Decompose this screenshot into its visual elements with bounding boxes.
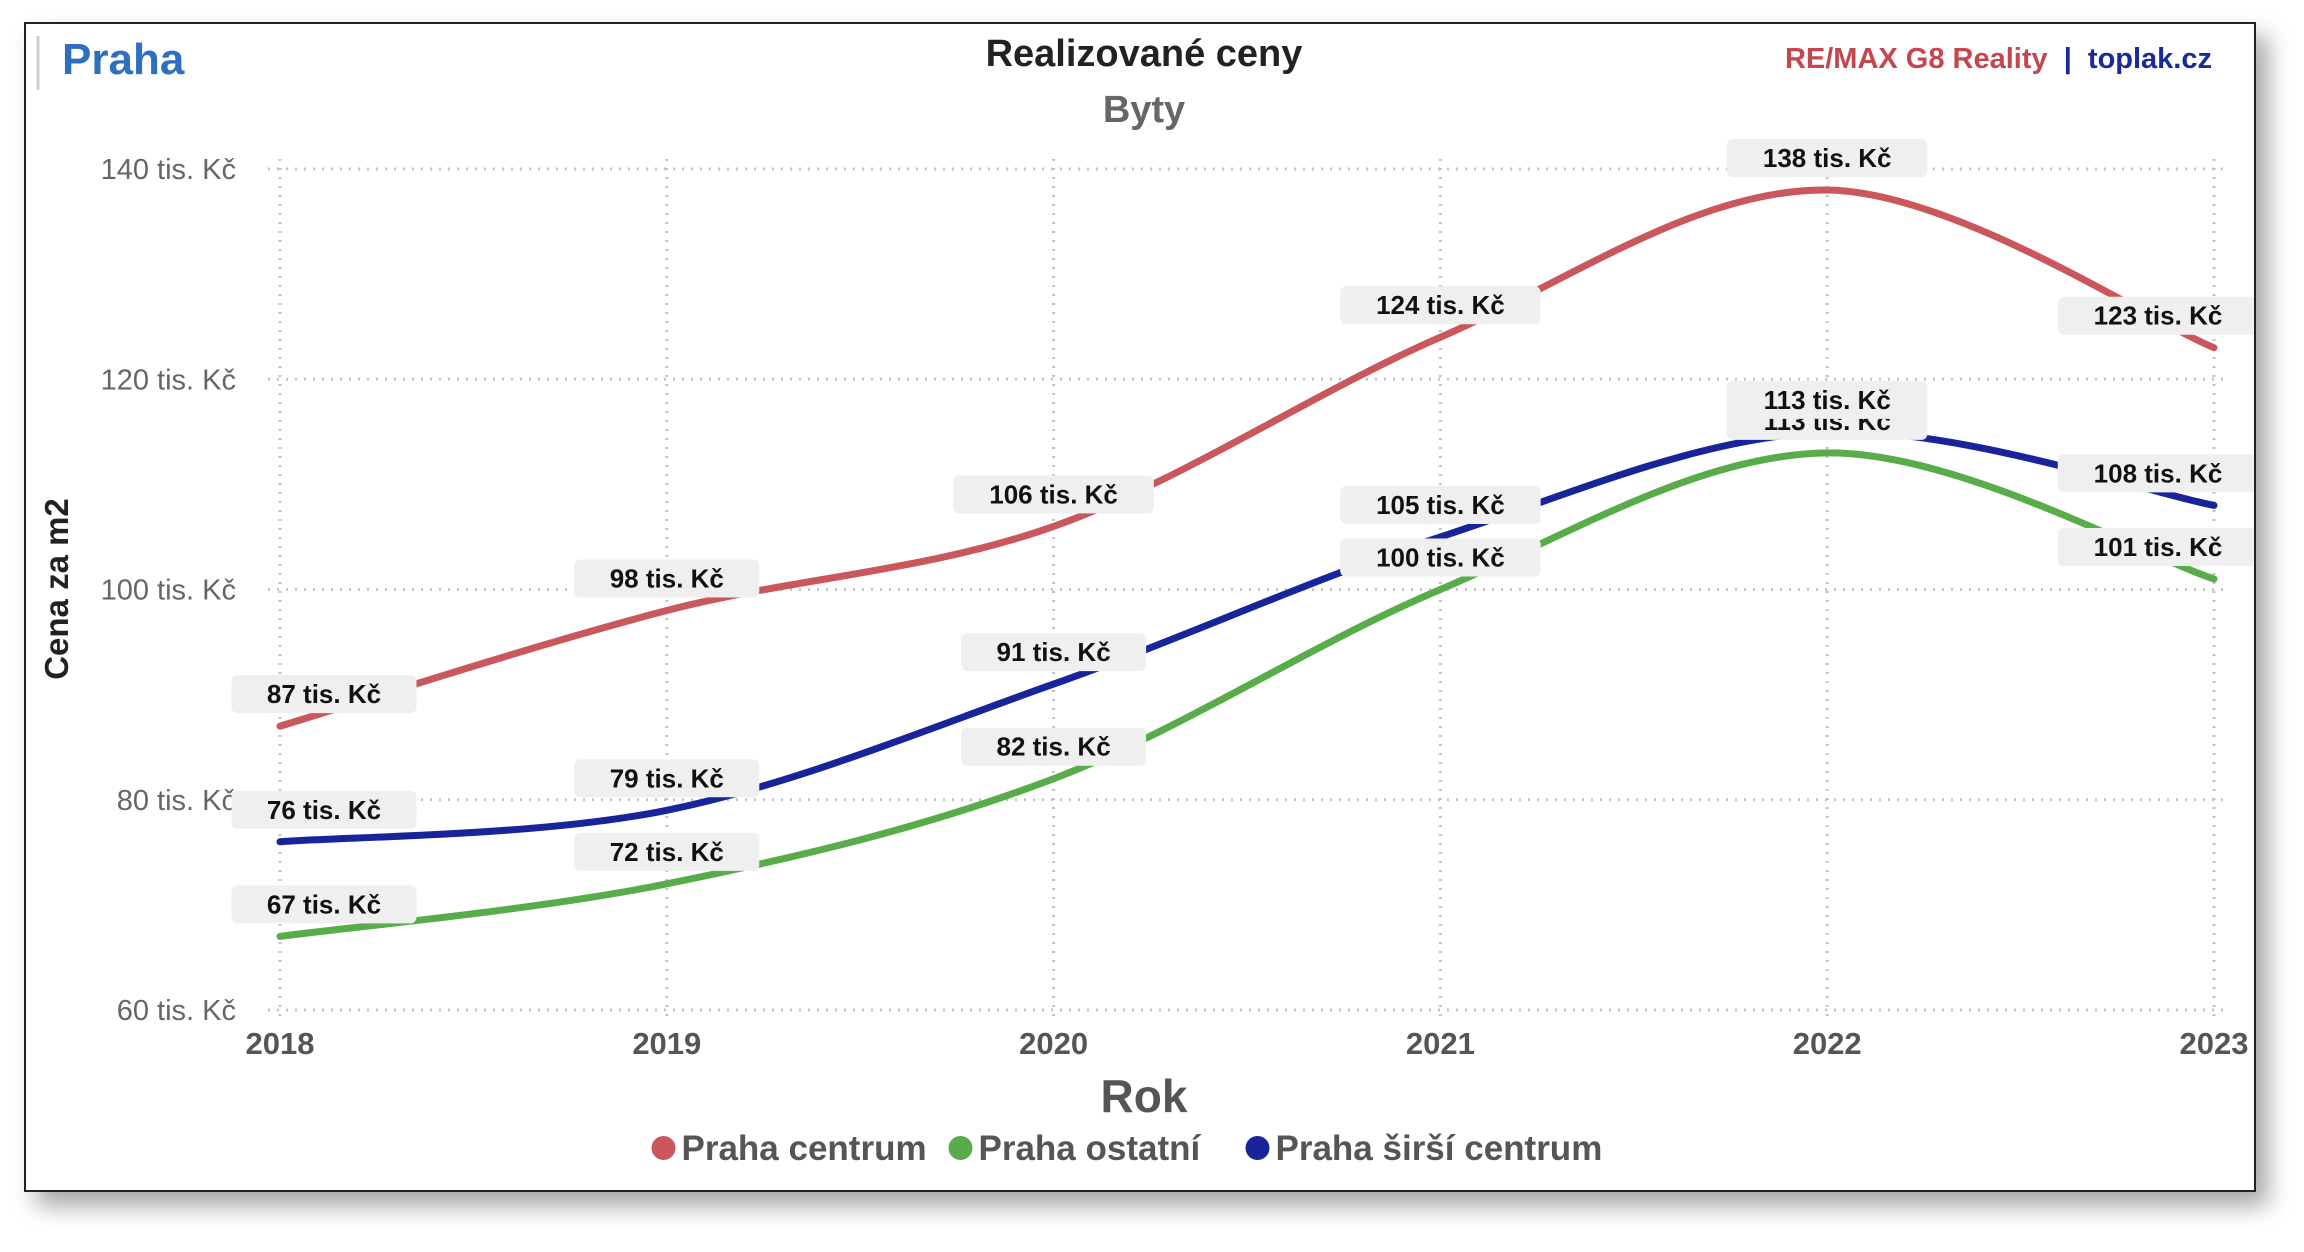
- data-label-text: 87 tis. Kč: [267, 679, 381, 709]
- data-label-text: 113 tis. Kč: [1764, 385, 1891, 415]
- data-label-centrum-2018: 87 tis. Kč: [231, 675, 417, 714]
- location-title: Praha: [62, 35, 185, 84]
- data-label-ostatni-2018: 67 tis. Kč: [231, 885, 417, 924]
- y-axis-ticks: 60 tis. Kč 80 tis. Kč 100 tis. Kč 120 tis. …: [101, 154, 236, 1027]
- chart-title: Realizované ceny: [986, 33, 1303, 75]
- y-tick-label: 120 tis. Kč: [101, 364, 236, 396]
- data-label-text: 67 tis. Kč: [267, 889, 381, 919]
- data-label-bg: [574, 832, 760, 871]
- x-axis-title: Rok: [1101, 1070, 1188, 1122]
- data-label-text: 123 tis. Kč: [2094, 301, 2223, 331]
- data-label-centrum-2020: 106 tis. Kč: [953, 475, 1154, 514]
- data-label-bg: [1340, 538, 1541, 577]
- data-label-bg: [961, 633, 1147, 672]
- data-label-text: 124 tis. Kč: [1376, 290, 1505, 320]
- data-label-text: 106 tis. Kč: [989, 479, 1118, 509]
- data-label-bg: [231, 790, 417, 829]
- brand-remax: RE/MAX G8 Reality: [1785, 43, 2048, 75]
- data-label-bg: [231, 675, 417, 714]
- data-label-bg: [1340, 286, 1541, 325]
- brand-site: toplak.cz: [2088, 43, 2212, 75]
- legend-label: Praha centrum: [682, 1129, 927, 1168]
- line-chart: Praha Realizované ceny Byty RE/MAX G8 Re…: [36, 33, 2254, 1168]
- data-label-text: 79 tis. Kč: [610, 763, 724, 793]
- data-label-text: 76 tis. Kč: [267, 795, 381, 825]
- y-axis-title: Cena za m2: [38, 498, 75, 680]
- x-tick-label: 2018: [246, 1026, 315, 1061]
- legend-item-sirsi-centrum[interactable]: Praha širší centrum: [1245, 1129, 1603, 1168]
- grid: [268, 159, 2226, 1020]
- data-label-sirsi-centrum-2021: 105 tis. Kč: [1340, 485, 1541, 524]
- x-tick-label: 2020: [1019, 1026, 1088, 1061]
- chart-frame: Praha Realizované ceny Byty RE/MAX G8 Re…: [24, 22, 2256, 1192]
- data-label-bg: [1340, 485, 1541, 524]
- legend-label: Praha širší centrum: [1276, 1129, 1603, 1168]
- data-label-bg: [953, 475, 1154, 514]
- data-label-bg: [231, 885, 417, 924]
- legend: Praha centrum Praha ostatní Praha širší ce…: [651, 1129, 1603, 1168]
- series-line-ostatni: [276, 449, 2218, 940]
- data-label-ostatni-2020: 82 tis. Kč: [961, 727, 1147, 766]
- data-label-text: 100 tis. Kč: [1376, 543, 1505, 573]
- series-line-centrum: [276, 186, 2218, 730]
- data-label-sirsi-centrum-2020: 91 tis. Kč: [961, 633, 1147, 672]
- data-label-text: 98 tis. Kč: [610, 564, 724, 594]
- data-label-centrum-2023: 123 tis. Kč: [2057, 296, 2254, 335]
- legend-label: Praha ostatní: [979, 1129, 1202, 1168]
- x-tick-label: 2023: [2180, 1026, 2249, 1061]
- data-label-text: 108 tis. Kč: [2094, 458, 2223, 488]
- data-label-text: 82 tis. Kč: [997, 732, 1111, 762]
- data-label-text: 101 tis. Kč: [2094, 532, 2223, 562]
- data-label-bg: [961, 727, 1147, 766]
- legend-marker: [651, 1136, 676, 1160]
- legend-marker: [948, 1136, 973, 1160]
- data-label-sirsi-centrum-2023: 108 tis. Kč: [2057, 454, 2254, 493]
- brand-separator: |: [2064, 43, 2072, 75]
- data-labels: 87 tis. Kč 98 tis. Kč 106 tis. Kč 124 tis. …: [231, 139, 2254, 924]
- series-lines: [276, 186, 2218, 940]
- data-label-sirsi-centrum-2019: 79 tis. Kč: [574, 759, 760, 798]
- data-label-text: 105 tis. Kč: [1376, 490, 1505, 520]
- brand-credit: RE/MAX G8 Reality | toplak.cz: [1785, 43, 2212, 75]
- x-axis-ticks: 2018 2019 2020 2021 2022 2023: [246, 1026, 2249, 1061]
- data-label-text: 91 tis. Kč: [997, 637, 1111, 667]
- legend-marker: [1245, 1136, 1270, 1160]
- data-label-bg: [574, 759, 760, 798]
- legend-item-centrum[interactable]: Praha centrum: [651, 1129, 927, 1168]
- x-tick-label: 2022: [1793, 1026, 1862, 1061]
- y-tick-label: 140 tis. Kč: [101, 154, 236, 186]
- data-label-bg: [574, 559, 760, 598]
- data-label-bg: [1726, 380, 1928, 419]
- data-label-bg: [2057, 527, 2254, 566]
- data-label-ostatni-2019: 72 tis. Kč: [574, 832, 760, 871]
- data-label-bg: [1726, 139, 1928, 178]
- data-label-centrum-2022: 138 tis. Kč: [1726, 139, 1928, 178]
- x-tick-label: 2021: [1406, 1026, 1475, 1061]
- legend-item-ostatni[interactable]: Praha ostatní: [948, 1129, 1202, 1168]
- y-tick-label: 100 tis. Kč: [101, 575, 236, 607]
- data-label-ostatni-2021: 100 tis. Kč: [1340, 538, 1541, 577]
- y-tick-label: 80 tis. Kč: [117, 785, 236, 817]
- x-tick-label: 2019: [632, 1026, 701, 1061]
- data-label-sirsi-centrum-2022: 113 tis. Kč: [1726, 380, 1928, 419]
- data-label-text: 138 tis. Kč: [1763, 143, 1892, 173]
- data-label-bg: [2057, 296, 2254, 335]
- data-label-centrum-2021: 124 tis. Kč: [1340, 286, 1541, 325]
- chart-subtitle: Byty: [1103, 89, 1185, 131]
- data-label-ostatni-2023: 101 tis. Kč: [2057, 527, 2254, 566]
- data-label-centrum-2019: 98 tis. Kč: [574, 559, 760, 598]
- data-label-sirsi-centrum-2018: 76 tis. Kč: [231, 790, 417, 829]
- y-tick-label: 60 tis. Kč: [117, 995, 236, 1027]
- data-label-bg: [2057, 454, 2254, 493]
- data-label-text: 72 tis. Kč: [610, 837, 724, 867]
